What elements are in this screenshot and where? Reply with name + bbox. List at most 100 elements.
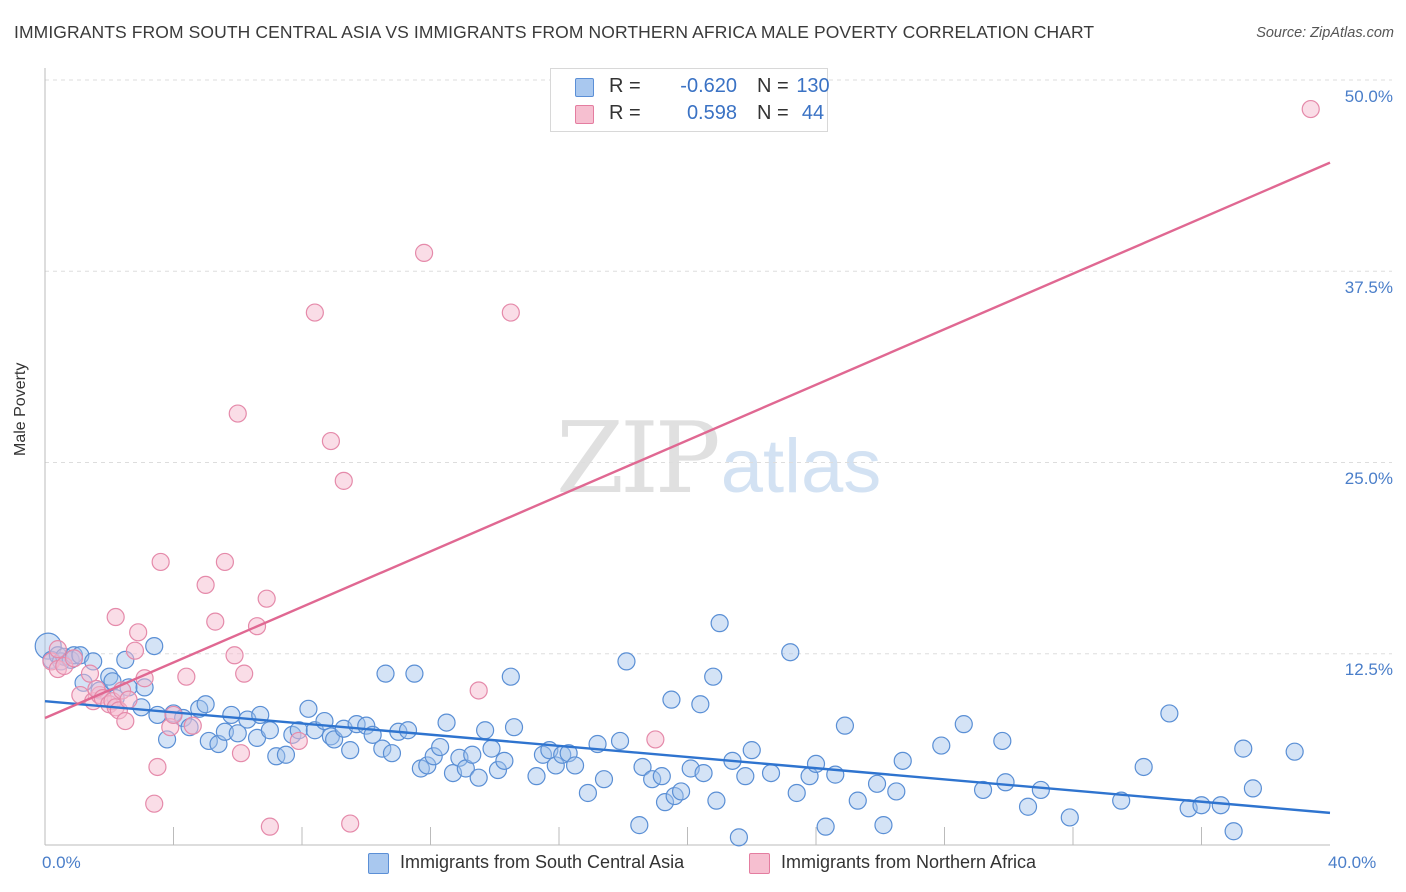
correlation-legend: R = -0.620 N = 130 R = 0.598 N = 44: [550, 68, 830, 132]
data-point-blue: [469, 768, 488, 787]
data-point-pink: [119, 690, 138, 709]
y-axis-label: Male Poverty: [12, 362, 29, 456]
legend-swatch-blue: [575, 78, 594, 97]
data-point-blue: [398, 721, 418, 740]
data-point-pink: [414, 243, 434, 262]
trendline-blue: [44, 699, 1331, 815]
data-point-blue: [482, 739, 501, 758]
data-point-pink: [177, 667, 196, 686]
data-point-pink: [125, 641, 145, 660]
data-point-blue: [633, 757, 652, 777]
data-point-blue: [1134, 757, 1153, 777]
data-point-pink: [64, 649, 84, 668]
data-point-blue: [704, 667, 723, 686]
data-point-blue: [431, 737, 450, 757]
data-point-pink: [334, 471, 353, 490]
data-point-blue: [1285, 742, 1304, 761]
axes: [44, 68, 1330, 846]
data-point-pink: [228, 404, 247, 423]
bottom-legend-swatch-blue: [368, 853, 389, 874]
legend-r-value: -0.620: [680, 75, 737, 97]
data-point-pink: [260, 817, 279, 836]
legend-swatch-pink: [575, 105, 594, 124]
legend-n-label: N =: [757, 102, 789, 124]
data-point-blue: [610, 731, 630, 751]
data-point-blue: [527, 767, 546, 786]
data-point-blue: [299, 699, 318, 718]
bottom-legend-label-blue: Immigrants from South Central Asia: [400, 852, 685, 872]
data-point-blue: [655, 793, 675, 812]
data-point-blue: [1160, 704, 1179, 723]
data-point-blue: [533, 745, 553, 764]
data-point-pink: [305, 303, 324, 322]
data-point-pink: [80, 664, 100, 683]
y-tick-label: 37.5%: [1344, 278, 1393, 297]
data-point-blue: [665, 786, 684, 806]
data-point-blue: [501, 667, 520, 686]
data-point-blue: [578, 783, 598, 803]
data-point-pink: [646, 730, 665, 749]
data-point-pink: [321, 431, 341, 451]
data-point-blue: [993, 731, 1012, 751]
y-tick-label: 12.5%: [1344, 660, 1393, 679]
data-point-blue: [816, 817, 835, 836]
data-point-pink: [151, 552, 170, 572]
series-south-central-asia: [34, 614, 1304, 847]
data-point-blue: [710, 614, 729, 633]
data-point-blue: [594, 770, 614, 789]
bottom-legend-pink: Immigrants from Northern Africa: [749, 852, 1036, 874]
data-point-pink: [235, 664, 254, 683]
data-point-pink: [257, 589, 276, 608]
data-point-pink: [164, 705, 183, 725]
x-tick-label: 0.0%: [42, 853, 81, 872]
data-point-blue: [1211, 796, 1230, 815]
data-point-blue: [887, 782, 906, 801]
chart-title: IMMIGRANTS FROM SOUTH CENTRAL ASIA VS IM…: [14, 22, 1095, 42]
data-point-pink: [145, 794, 164, 813]
data-point-pink: [225, 646, 244, 665]
data-point-blue: [781, 643, 800, 662]
y-tick-label: 50.0%: [1344, 87, 1393, 106]
data-point-blue: [694, 763, 713, 783]
watermark: ZIPatlas: [556, 402, 881, 516]
data-point-blue: [671, 782, 691, 801]
data-point-blue: [476, 721, 495, 740]
data-point-blue: [546, 756, 565, 775]
data-point-blue: [148, 705, 167, 725]
data-point-pink: [289, 731, 308, 751]
bottom-legend-blue: Immigrants from South Central Asia: [368, 852, 684, 874]
data-point-pink: [196, 575, 215, 595]
data-point-blue: [373, 739, 392, 758]
data-point-blue: [973, 780, 993, 800]
data-point-blue: [867, 774, 887, 793]
data-point-blue: [1031, 780, 1050, 800]
bottom-legend-label-pink: Immigrants from Northern Africa: [781, 852, 1037, 872]
data-point-blue: [260, 721, 279, 740]
watermark-atlas: atlas: [720, 424, 882, 509]
data-point-pink: [341, 814, 360, 833]
bottom-legend-swatch-pink: [749, 853, 770, 874]
data-point-blue: [145, 636, 164, 656]
data-point-pink: [206, 612, 225, 631]
data-point-pink: [148, 757, 167, 777]
data-point-blue: [893, 751, 912, 770]
data-point-pink: [116, 711, 135, 731]
data-point-blue: [1112, 791, 1131, 810]
legend-n-label: N =: [757, 75, 789, 97]
data-point-blue: [418, 756, 437, 775]
legend-r-value: 0.598: [686, 102, 737, 124]
data-point-blue: [1243, 779, 1263, 798]
data-point-blue: [630, 816, 649, 835]
trendlines: [44, 161, 1331, 815]
legend-n-value: 130: [796, 75, 830, 97]
data-point-blue: [504, 718, 524, 737]
legend-r-label: R =: [609, 102, 641, 124]
data-point-blue: [787, 783, 806, 803]
grid-lines: [45, 79, 1392, 655]
data-point-blue: [488, 760, 508, 780]
data-point-pink: [1301, 99, 1320, 119]
data-point-blue: [1234, 739, 1253, 758]
y-tick-label: 25.0%: [1344, 469, 1393, 488]
data-point-blue: [742, 741, 761, 760]
